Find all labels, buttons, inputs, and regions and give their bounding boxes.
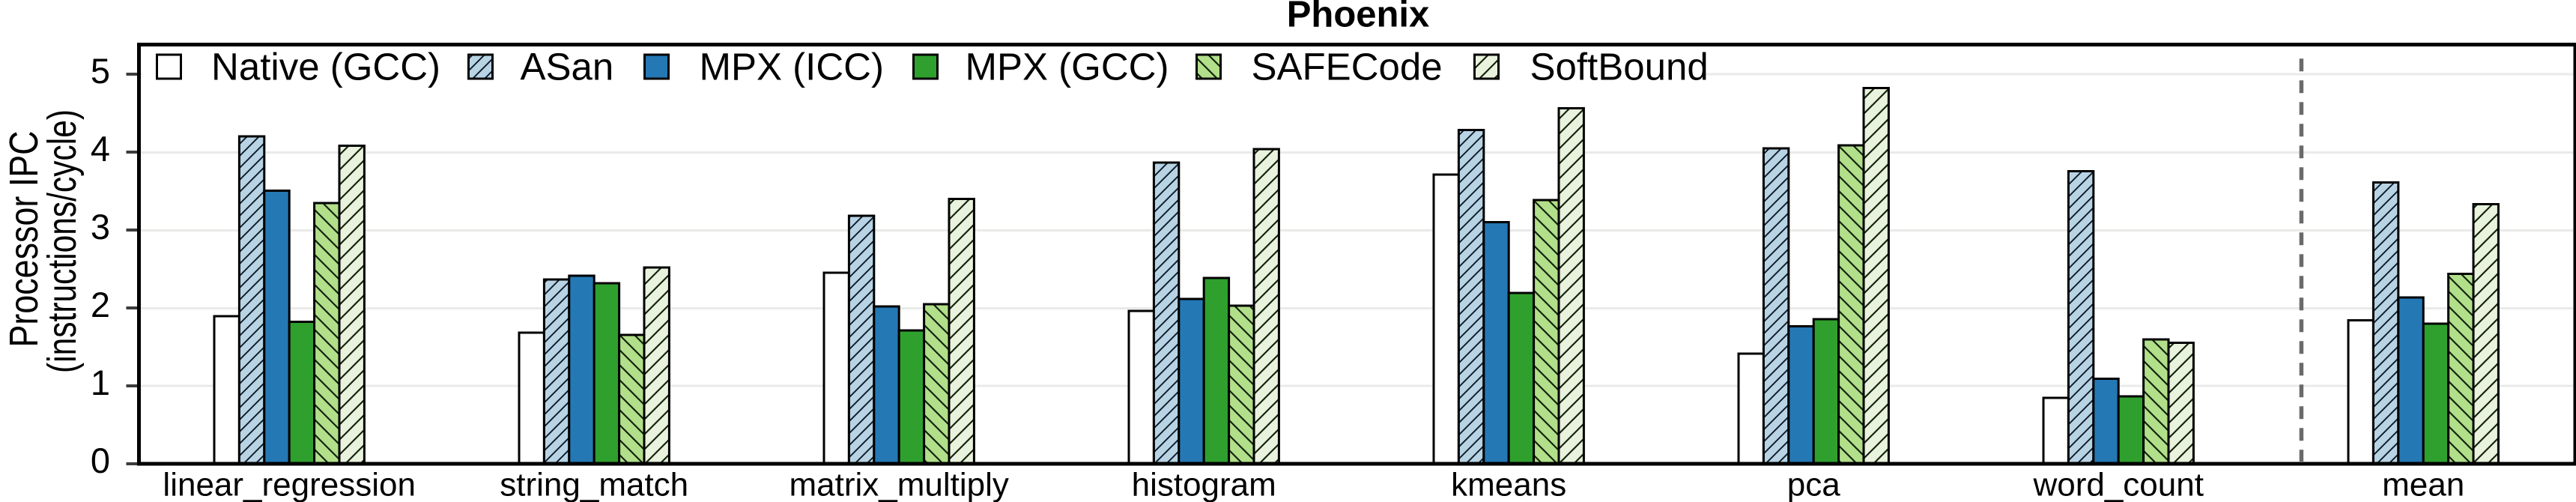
svg-text:3: 3 xyxy=(91,207,110,247)
svg-text:Phoenix: Phoenix xyxy=(1287,0,1430,35)
svg-text:4: 4 xyxy=(91,129,110,169)
svg-text:linear_regression: linear_regression xyxy=(163,467,416,502)
svg-text:MPX (ICC): MPX (ICC) xyxy=(700,46,884,88)
svg-text:mean: mean xyxy=(2382,467,2464,502)
svg-text:word_count: word_count xyxy=(2032,467,2203,502)
svg-text:Processor IPC: Processor IPC xyxy=(1,131,46,348)
svg-text:kmeans: kmeans xyxy=(1451,467,1566,502)
svg-text:(instructions/cycle): (instructions/cycle) xyxy=(40,109,85,373)
svg-text:5: 5 xyxy=(91,51,110,91)
svg-text:1: 1 xyxy=(91,363,110,402)
svg-text:ASan: ASan xyxy=(521,46,614,88)
svg-text:SAFECode: SAFECode xyxy=(1252,46,1443,88)
svg-text:Native (GCC): Native (GCC) xyxy=(211,46,440,88)
svg-text:pca: pca xyxy=(1787,467,1840,502)
svg-text:SoftBound: SoftBound xyxy=(1530,46,1709,88)
svg-text:histogram: histogram xyxy=(1132,467,1276,502)
svg-text:0: 0 xyxy=(91,441,110,480)
svg-text:string_match: string_match xyxy=(500,467,688,502)
svg-text:matrix_multiply: matrix_multiply xyxy=(790,467,1009,502)
svg-text:2: 2 xyxy=(91,285,110,324)
svg-text:MPX (GCC): MPX (GCC) xyxy=(966,46,1169,88)
